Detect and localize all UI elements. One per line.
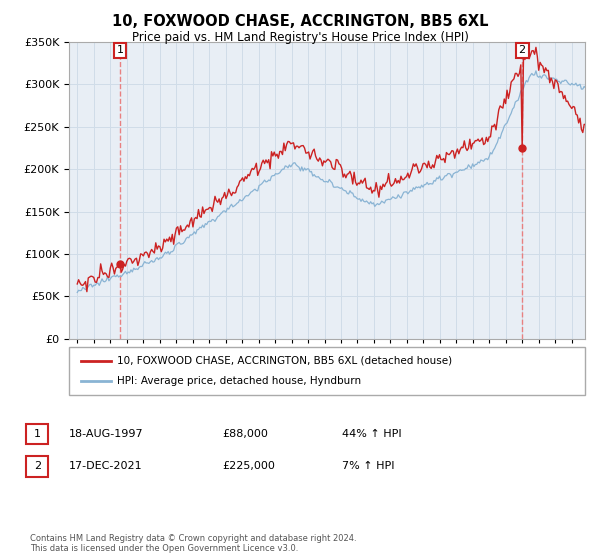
Text: 18-AUG-1997: 18-AUG-1997 bbox=[69, 429, 143, 439]
Text: 44% ↑ HPI: 44% ↑ HPI bbox=[342, 429, 401, 439]
Text: £88,000: £88,000 bbox=[222, 429, 268, 439]
Text: HPI: Average price, detached house, Hyndburn: HPI: Average price, detached house, Hynd… bbox=[117, 376, 361, 386]
Text: 7% ↑ HPI: 7% ↑ HPI bbox=[342, 461, 395, 472]
Text: 2: 2 bbox=[34, 461, 41, 472]
Text: £225,000: £225,000 bbox=[222, 461, 275, 472]
Text: 10, FOXWOOD CHASE, ACCRINGTON, BB5 6XL: 10, FOXWOOD CHASE, ACCRINGTON, BB5 6XL bbox=[112, 14, 488, 29]
Text: Price paid vs. HM Land Registry's House Price Index (HPI): Price paid vs. HM Land Registry's House … bbox=[131, 31, 469, 44]
Text: 1: 1 bbox=[34, 429, 41, 439]
Text: 1: 1 bbox=[116, 45, 124, 55]
Text: 2: 2 bbox=[518, 45, 526, 55]
Text: Contains HM Land Registry data © Crown copyright and database right 2024.
This d: Contains HM Land Registry data © Crown c… bbox=[30, 534, 356, 553]
Text: 10, FOXWOOD CHASE, ACCRINGTON, BB5 6XL (detached house): 10, FOXWOOD CHASE, ACCRINGTON, BB5 6XL (… bbox=[117, 356, 452, 366]
Text: 17-DEC-2021: 17-DEC-2021 bbox=[69, 461, 143, 472]
